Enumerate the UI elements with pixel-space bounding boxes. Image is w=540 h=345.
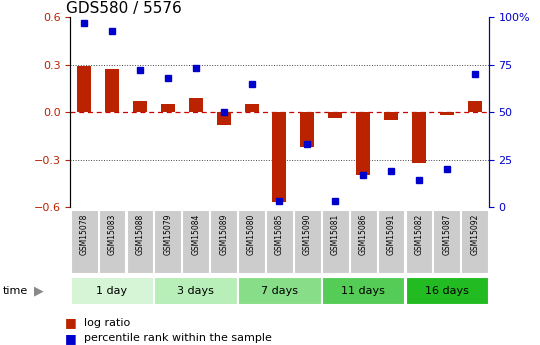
Text: GSM15087: GSM15087: [442, 214, 451, 255]
Text: GSM15085: GSM15085: [275, 214, 284, 255]
Text: 1 day: 1 day: [97, 286, 127, 296]
Text: log ratio: log ratio: [84, 318, 130, 327]
Bar: [99, 210, 125, 273]
Text: GSM15090: GSM15090: [303, 214, 312, 255]
Bar: [210, 210, 237, 273]
Bar: [412, 112, 426, 163]
Bar: [189, 98, 202, 112]
Text: 11 days: 11 days: [341, 286, 385, 296]
Text: GDS580 / 5576: GDS580 / 5576: [66, 1, 182, 16]
Bar: [154, 277, 237, 304]
Text: 3 days: 3 days: [177, 286, 214, 296]
Bar: [71, 210, 98, 273]
Text: ■: ■: [65, 316, 77, 329]
Bar: [183, 210, 209, 273]
Bar: [105, 69, 119, 112]
Bar: [406, 277, 488, 304]
Bar: [300, 112, 314, 147]
Bar: [126, 210, 153, 273]
Bar: [238, 210, 265, 273]
Text: 7 days: 7 days: [261, 286, 298, 296]
Text: GSM15081: GSM15081: [330, 214, 340, 255]
Text: GSM15079: GSM15079: [163, 214, 172, 255]
Text: GSM15086: GSM15086: [359, 214, 368, 255]
Text: 16 days: 16 days: [425, 286, 469, 296]
Bar: [238, 277, 321, 304]
Text: time: time: [3, 286, 28, 296]
Text: ▶: ▶: [33, 284, 43, 297]
Text: GSM15080: GSM15080: [247, 214, 256, 255]
Text: GSM15092: GSM15092: [470, 214, 480, 255]
Bar: [133, 101, 147, 112]
Bar: [273, 112, 286, 202]
Bar: [322, 277, 404, 304]
Bar: [328, 112, 342, 118]
Bar: [406, 210, 433, 273]
Bar: [245, 104, 259, 112]
Bar: [461, 210, 488, 273]
Bar: [154, 210, 181, 273]
Text: GSM15089: GSM15089: [219, 214, 228, 255]
Bar: [77, 66, 91, 112]
Bar: [294, 210, 321, 273]
Bar: [434, 210, 460, 273]
Text: GSM15078: GSM15078: [80, 214, 89, 255]
Bar: [440, 112, 454, 115]
Bar: [384, 112, 398, 120]
Bar: [377, 210, 404, 273]
Bar: [322, 210, 349, 273]
Bar: [350, 210, 376, 273]
Bar: [356, 112, 370, 175]
Bar: [266, 210, 293, 273]
Text: GSM15091: GSM15091: [387, 214, 395, 255]
Bar: [468, 101, 482, 112]
Text: GSM15083: GSM15083: [107, 214, 117, 255]
Bar: [161, 104, 175, 112]
Text: GSM15088: GSM15088: [136, 214, 145, 255]
Text: GSM15082: GSM15082: [414, 214, 423, 255]
Text: ■: ■: [65, 332, 77, 345]
Bar: [71, 277, 153, 304]
Bar: [217, 112, 231, 125]
Text: GSM15084: GSM15084: [191, 214, 200, 255]
Text: percentile rank within the sample: percentile rank within the sample: [84, 333, 272, 343]
